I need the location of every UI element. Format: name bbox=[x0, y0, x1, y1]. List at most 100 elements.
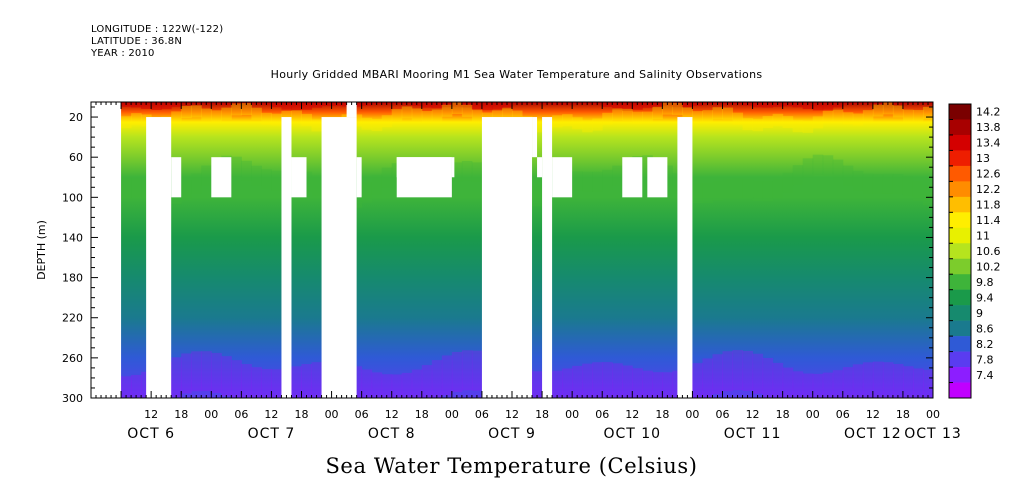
surface-warm-cell bbox=[141, 102, 152, 109]
y-tick-label: 140 bbox=[62, 231, 83, 244]
surface-warm-cell bbox=[471, 102, 483, 110]
midwater-cell bbox=[782, 172, 794, 193]
deep-cold-cell bbox=[271, 369, 282, 398]
deep-cold-cell bbox=[461, 350, 473, 391]
midwater-cell bbox=[662, 165, 673, 186]
x-tick-label: 12 bbox=[385, 408, 399, 421]
deep-cold-cell bbox=[532, 371, 543, 398]
surface-yellow-cell bbox=[201, 108, 212, 121]
colorbar-label: 9.4 bbox=[976, 291, 994, 304]
date-label: OCT 12 bbox=[844, 426, 902, 442]
midwater-cell bbox=[121, 178, 132, 199]
surface-yellow-cell bbox=[832, 109, 844, 122]
deep-cold-cell bbox=[171, 357, 182, 398]
midwater-cell bbox=[892, 174, 904, 195]
deep-cold-cell bbox=[351, 366, 363, 398]
surface-yellow-cell bbox=[251, 107, 262, 120]
midwater-cell bbox=[301, 171, 313, 192]
deep-cold-cell bbox=[181, 353, 192, 394]
surface-yellow-cell bbox=[311, 119, 323, 132]
midwater-cell bbox=[351, 187, 363, 208]
surface-warm-cell bbox=[481, 102, 493, 111]
deep-cold-cell bbox=[852, 364, 864, 398]
midwater-cell bbox=[131, 177, 142, 198]
surface-yellow-cell bbox=[191, 105, 202, 118]
y-axis: 20 60 100 140 180 220 260 300 bbox=[62, 106, 933, 405]
surface-yellow-cell bbox=[632, 111, 643, 124]
x-tick-label: 12 bbox=[264, 408, 278, 421]
colorbar-label: 10.2 bbox=[976, 260, 1001, 273]
colorbar-label: 13.8 bbox=[976, 121, 1001, 134]
missing-data-block bbox=[211, 157, 232, 198]
missing-data-layer bbox=[91, 102, 693, 399]
date-label: OCT 10 bbox=[603, 426, 661, 442]
deep-cold-cell bbox=[842, 367, 854, 398]
surface-yellow-cell bbox=[491, 110, 503, 123]
deep-cold-cell bbox=[812, 373, 824, 398]
surface-yellow-cell bbox=[301, 113, 313, 126]
deep-cold-cell bbox=[772, 362, 784, 398]
deep-cold-cell bbox=[752, 353, 764, 394]
surface-yellow-cell bbox=[662, 102, 673, 115]
deep-cold-cell bbox=[241, 364, 252, 398]
colorbar-swatch bbox=[949, 119, 971, 136]
missing-data-block bbox=[291, 157, 307, 198]
x-tick-label: 06 bbox=[716, 408, 730, 421]
midwater-cell bbox=[862, 173, 874, 194]
surface-yellow-cell bbox=[181, 106, 192, 119]
surface-yellow-cell bbox=[872, 104, 884, 117]
midwater-cell bbox=[772, 178, 784, 199]
deep-cold-cell bbox=[441, 355, 453, 396]
deep-cold-cell bbox=[582, 363, 593, 398]
missing-data-block bbox=[647, 157, 668, 198]
midwater-cell bbox=[261, 169, 272, 190]
x-tick-label: 18 bbox=[295, 408, 309, 421]
missing-data-block bbox=[396, 157, 452, 178]
colorbar-swatch bbox=[949, 181, 971, 198]
x-tick-label: 12 bbox=[144, 408, 158, 421]
surface-yellow-cell bbox=[572, 117, 583, 130]
colorbar: 14.2 13.8 13.4 13 12.6 12.2 11.8 11.4 11 10.6 10.2… bbox=[948, 103, 1001, 399]
surface-yellow-cell bbox=[702, 110, 713, 123]
colorbar-label: 11.4 bbox=[976, 214, 1001, 227]
colorbar-label: 10.6 bbox=[976, 245, 1001, 258]
surface-yellow-cell bbox=[441, 104, 453, 117]
midwater-cell bbox=[812, 154, 824, 175]
missing-data-block bbox=[677, 117, 693, 399]
x-tick-label: 06 bbox=[475, 408, 489, 421]
surface-yellow-cell bbox=[361, 117, 373, 130]
colorbar-swatch bbox=[949, 336, 971, 352]
midwater-cell bbox=[692, 183, 703, 204]
midwater-cell bbox=[802, 158, 814, 179]
x-tick-label: 18 bbox=[896, 408, 910, 421]
deep-cold-cell bbox=[692, 363, 703, 398]
surface-warm-cell bbox=[161, 102, 172, 110]
x-tick-label: 18 bbox=[174, 408, 188, 421]
surface-yellow-cell bbox=[381, 115, 393, 128]
colorbar-label: 14.2 bbox=[976, 106, 1001, 119]
chart-title: Hourly Gridded MBARI Mooring M1 Sea Wate… bbox=[270, 68, 763, 81]
surface-yellow-cell bbox=[842, 112, 854, 125]
deep-cold-cell bbox=[381, 374, 393, 398]
colorbar-swatch bbox=[949, 227, 971, 244]
midwater-cell bbox=[251, 165, 262, 186]
year-label: YEAR : 2010 bbox=[91, 48, 155, 59]
midwater-cell bbox=[912, 180, 924, 201]
date-label: OCT 8 bbox=[368, 426, 416, 442]
deep-cold-cell bbox=[401, 372, 413, 398]
missing-data-block bbox=[171, 157, 182, 198]
y-axis-label: DEPTH (m) bbox=[35, 220, 48, 280]
date-label: OCT 11 bbox=[724, 426, 782, 442]
surface-yellow-cell bbox=[401, 106, 413, 119]
midwater-cell bbox=[832, 159, 844, 180]
surface-yellow-cell bbox=[902, 109, 914, 122]
midwater-cell bbox=[471, 162, 483, 183]
deep-cold-cell bbox=[642, 370, 653, 398]
midwater-cell bbox=[842, 165, 854, 186]
midwater-cell bbox=[381, 167, 393, 188]
deep-cold-cell bbox=[261, 369, 272, 398]
surface-yellow-cell bbox=[852, 113, 864, 126]
deep-cold-cell bbox=[902, 366, 914, 398]
y-tick-label: 220 bbox=[62, 312, 83, 325]
